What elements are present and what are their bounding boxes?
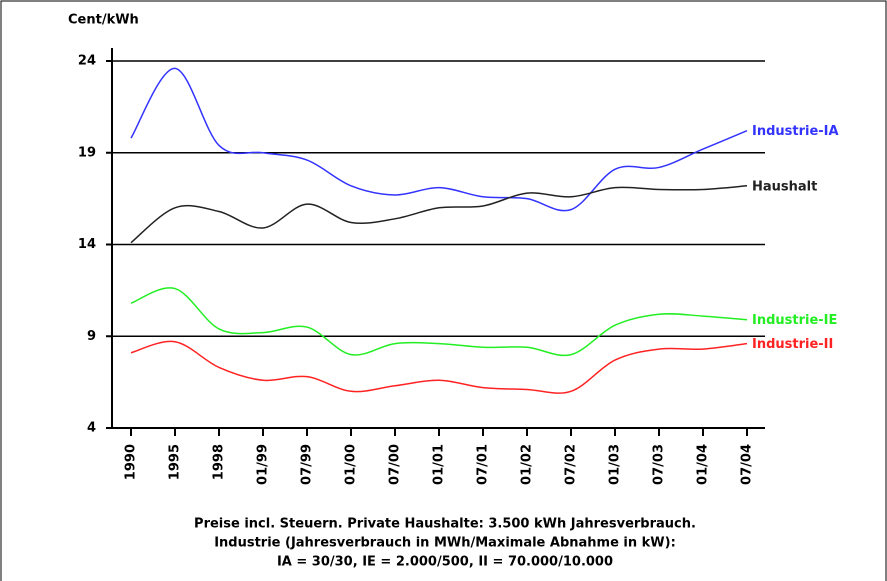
x-tick-label: 01/99 xyxy=(256,444,271,485)
x-tick-label: 07/99 xyxy=(300,444,315,485)
series-line xyxy=(130,287,748,357)
x-tick-label: 07/01 xyxy=(476,444,491,485)
x-tick-label: 1995 xyxy=(168,444,183,480)
x-tick-label: 07/04 xyxy=(740,444,755,485)
x-tick-label: 01/02 xyxy=(520,444,535,485)
footnote: Preise incl. Steuern. Private Haushalte:… xyxy=(194,517,696,532)
x-tick-label: 01/04 xyxy=(696,444,711,485)
series-line xyxy=(130,185,748,244)
y-tick-label: 14 xyxy=(78,237,96,252)
series-label: Haushalt xyxy=(752,179,817,194)
x-tick-label: 1998 xyxy=(212,444,227,480)
x-tick-label: 01/00 xyxy=(344,444,359,485)
series-line xyxy=(130,67,748,212)
x-tick-label: 01/01 xyxy=(432,444,447,485)
series-label: Industrie-IE xyxy=(752,313,837,328)
y-tick-label: 19 xyxy=(78,145,96,160)
x-tick-label: 1990 xyxy=(124,444,139,480)
footnote: Industrie (Jahresverbrauch in MWh/Maxima… xyxy=(214,536,676,551)
x-tick-label: 07/02 xyxy=(564,444,579,485)
y-axis-label: Cent/kWh xyxy=(68,13,139,28)
series-line xyxy=(130,340,748,394)
y-tick-label: 24 xyxy=(78,54,96,69)
series-label: Industrie-IA xyxy=(752,124,839,139)
footnote: IA = 30/30, IE = 2.000/500, II = 70.000/… xyxy=(277,555,613,570)
series-label: Industrie-II xyxy=(752,337,833,352)
y-tick-label: 4 xyxy=(87,421,96,436)
x-tick-label: 07/00 xyxy=(388,444,403,485)
x-tick-label: 01/03 xyxy=(608,444,623,485)
x-tick-label: 07/03 xyxy=(652,444,667,485)
y-tick-label: 9 xyxy=(87,329,96,344)
